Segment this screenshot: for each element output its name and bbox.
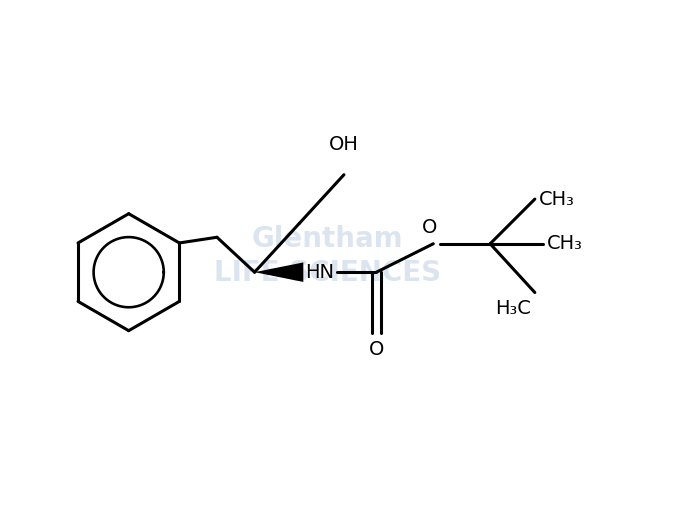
Text: O: O (422, 218, 437, 237)
Text: CH₃: CH₃ (547, 234, 583, 253)
Text: O: O (369, 340, 384, 359)
Text: CH₃: CH₃ (539, 190, 575, 209)
Text: H₃C: H₃C (495, 299, 531, 318)
Text: Glentham
LIFE SCIENCES: Glentham LIFE SCIENCES (214, 225, 441, 287)
Polygon shape (255, 263, 303, 282)
Text: HN: HN (305, 263, 334, 282)
Text: OH: OH (329, 135, 359, 154)
